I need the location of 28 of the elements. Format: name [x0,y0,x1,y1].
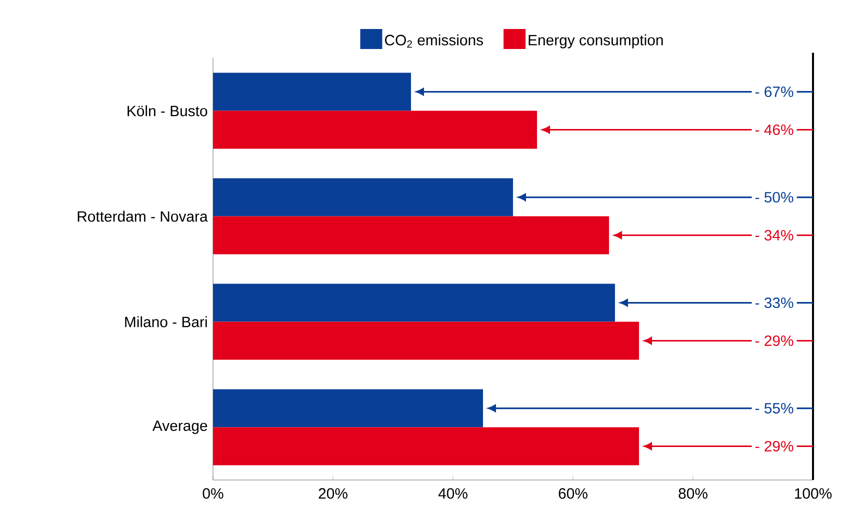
x-tick-label: 100% [795,488,832,499]
y-tick-label: Rotterdam - Novara [78,210,208,222]
bar [213,216,610,254]
annotation: - 46% [755,124,794,136]
bar [213,322,640,360]
bar [213,389,484,428]
x-tick-label: 20% [318,488,348,499]
annotation: - 29% [755,335,794,346]
x-tick-label: 40% [438,488,468,499]
annotation: - 55% [755,403,794,414]
legend-label: CO$_{2}$ emissions [385,34,483,48]
y-tick-label: Milano - Bari [125,316,207,328]
y-tick-label: Köln - Busto [128,105,208,116]
x-tick-label: 80% [678,488,708,499]
x-tick-label: 0% [202,488,224,499]
annotation: - 50% [755,192,794,203]
bar [213,284,616,322]
legend-label: Energy consumption [528,34,663,48]
annotation: - 29% [755,440,794,452]
annotation: - 67% [755,86,794,98]
bar [213,110,538,149]
annotation: - 34% [755,230,794,241]
bar [213,178,514,216]
bar [213,72,412,111]
x-tick-label: 60% [558,488,588,499]
bar [213,427,640,466]
y-tick-label: Average [152,420,208,434]
annotation: - 33% [755,297,794,308]
